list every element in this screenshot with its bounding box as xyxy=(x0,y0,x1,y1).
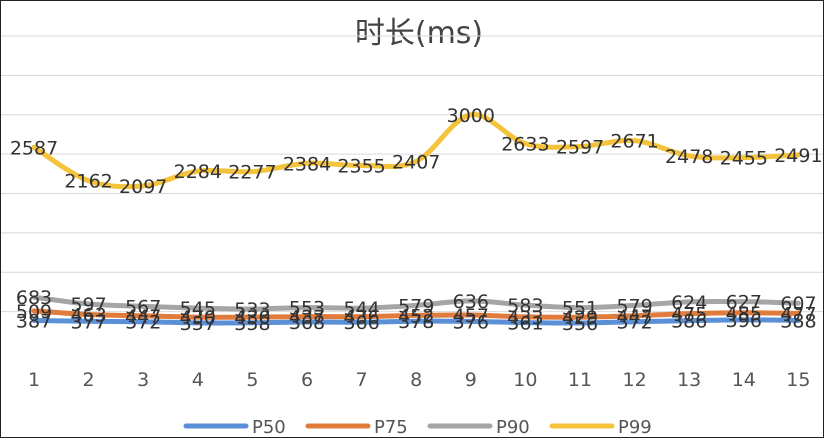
data-label-p75: 430 xyxy=(234,307,270,329)
legend-label-p99: P99 xyxy=(618,417,652,437)
data-label-p50: 387 xyxy=(16,311,52,333)
data-label-p90: 533 xyxy=(234,299,270,321)
data-label-p75: 430 xyxy=(180,307,216,329)
x-tick-label: 8 xyxy=(410,369,422,391)
data-label-p50: 372 xyxy=(616,312,652,334)
data-label-p99: 2597 xyxy=(556,136,604,158)
series-line-p99 xyxy=(31,112,801,190)
data-label-p99: 2478 xyxy=(665,146,713,168)
x-tick-label: 5 xyxy=(246,369,258,391)
data-label-p90: 683 xyxy=(16,287,52,309)
data-label-p50: 361 xyxy=(507,313,543,335)
data-label-p90: 545 xyxy=(180,298,216,320)
data-label-p90: 624 xyxy=(671,292,707,314)
data-label-p90: 579 xyxy=(398,295,434,317)
data-label-p50: 358 xyxy=(234,313,270,335)
data-label-p50: 357 xyxy=(180,313,216,335)
data-label-p50: 386 xyxy=(671,311,707,333)
data-label-p50: 388 xyxy=(780,310,816,332)
data-label-p75: 429 xyxy=(562,307,598,329)
data-label-p99: 2097 xyxy=(119,176,167,198)
series-line-p75 xyxy=(31,308,801,320)
data-label-p50: 356 xyxy=(562,313,598,335)
data-label-p75: 477 xyxy=(780,303,816,325)
data-label-p50: 368 xyxy=(289,312,325,334)
x-tick-label: 9 xyxy=(465,369,477,391)
data-label-p99: 2355 xyxy=(337,156,385,178)
data-label-p75: 475 xyxy=(671,304,707,326)
x-tick-label: 2 xyxy=(83,369,95,391)
data-label-p75: 485 xyxy=(726,303,762,325)
data-label-p75: 452 xyxy=(398,305,434,327)
data-label-p75: 447 xyxy=(616,306,652,328)
x-tick-label: 15 xyxy=(786,369,810,391)
data-label-p99: 2277 xyxy=(228,162,276,184)
data-label-p75: 433 xyxy=(507,307,543,329)
data-label-p90: 627 xyxy=(726,292,762,314)
data-label-p99: 2671 xyxy=(610,131,658,153)
data-label-p90: 544 xyxy=(343,298,379,320)
x-tick-label: 11 xyxy=(568,369,592,391)
legend-label-p90: P90 xyxy=(496,417,530,437)
legend-label-p75: P75 xyxy=(374,417,408,437)
data-label-p90: 567 xyxy=(125,296,161,318)
data-label-p75: 457 xyxy=(453,305,489,327)
data-label-p99: 2633 xyxy=(501,134,549,156)
data-label-p90: 607 xyxy=(780,293,816,315)
data-label-p50: 377 xyxy=(70,311,106,333)
data-label-p99: 3000 xyxy=(447,105,495,127)
x-tick-label: 14 xyxy=(732,369,756,391)
legend-label-p50: P50 xyxy=(252,417,286,437)
data-label-p75: 436 xyxy=(343,307,379,329)
x-tick-label: 1 xyxy=(28,369,40,391)
data-label-p90: 579 xyxy=(616,295,652,317)
data-label-p99: 2455 xyxy=(720,148,768,170)
data-label-p90: 551 xyxy=(562,298,598,320)
series-line-p90 xyxy=(31,294,801,312)
x-tick-label: 3 xyxy=(137,369,149,391)
x-tick-label: 13 xyxy=(677,369,701,391)
data-label-p90: 553 xyxy=(289,297,325,319)
data-label-p75: 509 xyxy=(16,301,52,323)
x-tick-label: 4 xyxy=(192,369,204,391)
x-tick-label: 6 xyxy=(301,369,313,391)
x-tick-label: 12 xyxy=(623,369,647,391)
data-label-p99: 2162 xyxy=(64,171,112,193)
chart-title: 时长(ms) xyxy=(355,16,483,51)
x-tick-label: 10 xyxy=(513,369,537,391)
data-label-p50: 366 xyxy=(343,312,379,334)
data-label-p90: 597 xyxy=(70,294,106,316)
data-label-p50: 372 xyxy=(125,312,161,334)
x-tick-label: 7 xyxy=(356,369,368,391)
data-label-p99: 2587 xyxy=(10,137,58,159)
data-label-p99: 2384 xyxy=(283,153,331,175)
data-label-p99: 2491 xyxy=(774,145,822,167)
data-label-p50: 378 xyxy=(398,311,434,333)
data-label-p99: 2407 xyxy=(392,151,440,173)
series-line-p50 xyxy=(31,317,801,326)
data-label-p75: 437 xyxy=(289,307,325,329)
data-label-p75: 463 xyxy=(70,305,106,327)
data-label-p50: 396 xyxy=(726,310,762,332)
data-label-p99: 2284 xyxy=(174,161,222,183)
data-label-p75: 447 xyxy=(125,306,161,328)
data-label-p90: 583 xyxy=(507,295,543,317)
data-label-p90: 636 xyxy=(453,291,489,313)
data-label-p50: 376 xyxy=(453,311,489,333)
